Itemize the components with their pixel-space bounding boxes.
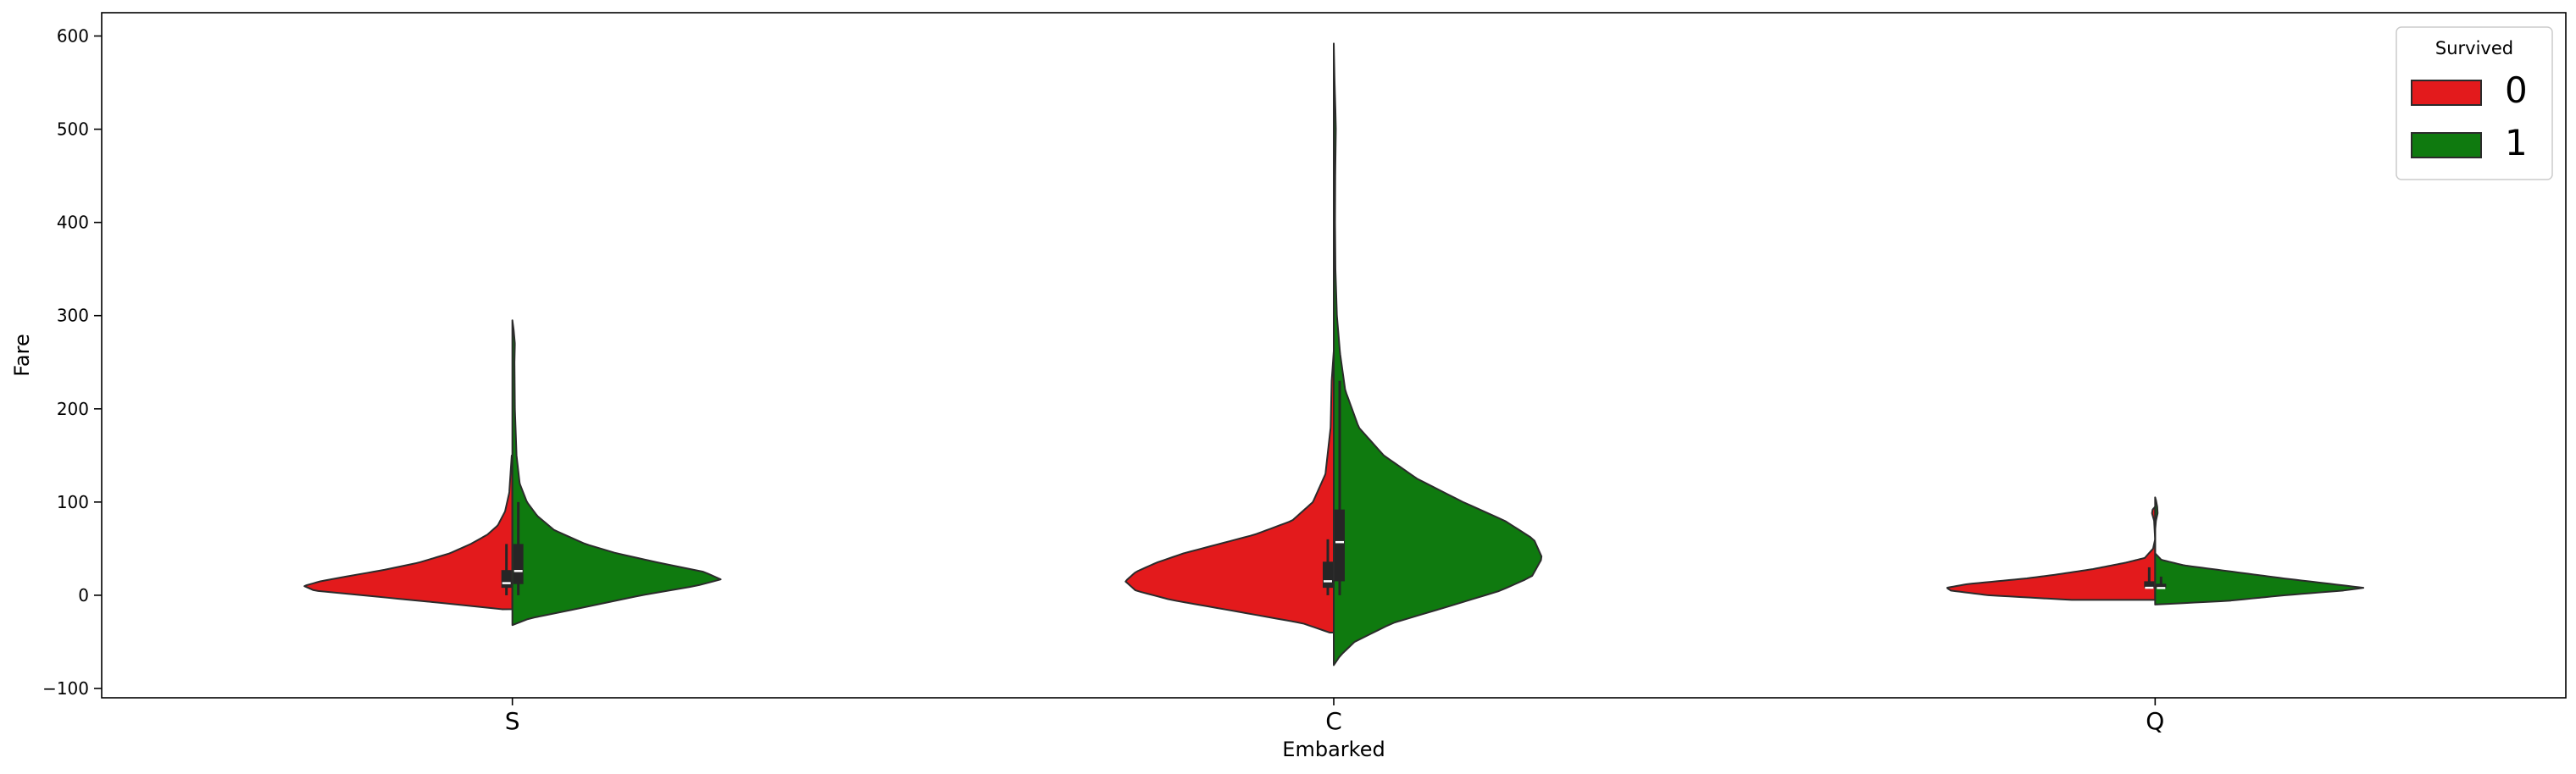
violin-half-Q-survived-1 <box>2154 496 2365 605</box>
violin-half-C-survived-0 <box>1124 350 1335 633</box>
iqr-box-Q-survived-1 <box>2156 583 2167 589</box>
iqr-box-Q-survived-0 <box>2144 581 2155 589</box>
inner-boxes-layer <box>501 380 2167 595</box>
legend-label-0: 0 <box>2505 69 2528 111</box>
y-axis: −100 0 100 200 300 400 500 600 <box>42 26 102 699</box>
violin-half-Q-survived-0 <box>1946 506 2157 601</box>
y-tick-label: 400 <box>57 213 89 233</box>
x-tick-label-Q: Q <box>2146 707 2164 735</box>
y-axis-label: Fare <box>10 334 34 376</box>
violin-half-C-survived-1 <box>1333 42 1543 666</box>
y-tick-label: 300 <box>57 306 89 326</box>
y-tick-label: 200 <box>57 399 89 419</box>
iqr-box-S-survived-0 <box>501 570 512 589</box>
y-tick-label: 0 <box>78 585 89 605</box>
y-tick-label: 100 <box>57 492 89 512</box>
x-tick-label-C: C <box>1325 707 1342 735</box>
y-tick-label: 500 <box>57 119 89 140</box>
y-tick-label: −100 <box>42 678 89 699</box>
x-tick-label-S: S <box>505 707 520 735</box>
iqr-box-C-survived-0 <box>1323 561 1333 589</box>
legend: Survived 01 <box>2396 26 2553 180</box>
legend-label-1: 1 <box>2505 122 2528 163</box>
legend-title: Survived <box>2435 38 2513 58</box>
violin-half-S-survived-0 <box>303 454 514 611</box>
legend-entries: 01 <box>2411 69 2528 163</box>
y-tick-label: 600 <box>57 26 89 47</box>
legend-swatch-1 <box>2411 132 2482 158</box>
iqr-box-S-survived-1 <box>513 544 524 584</box>
x-axis-label: Embarked <box>1282 738 1385 761</box>
iqr-box-C-survived-1 <box>1335 509 1345 582</box>
violins-layer <box>303 42 2365 666</box>
legend-swatch-0 <box>2411 80 2482 106</box>
violin-half-S-survived-1 <box>511 319 722 627</box>
